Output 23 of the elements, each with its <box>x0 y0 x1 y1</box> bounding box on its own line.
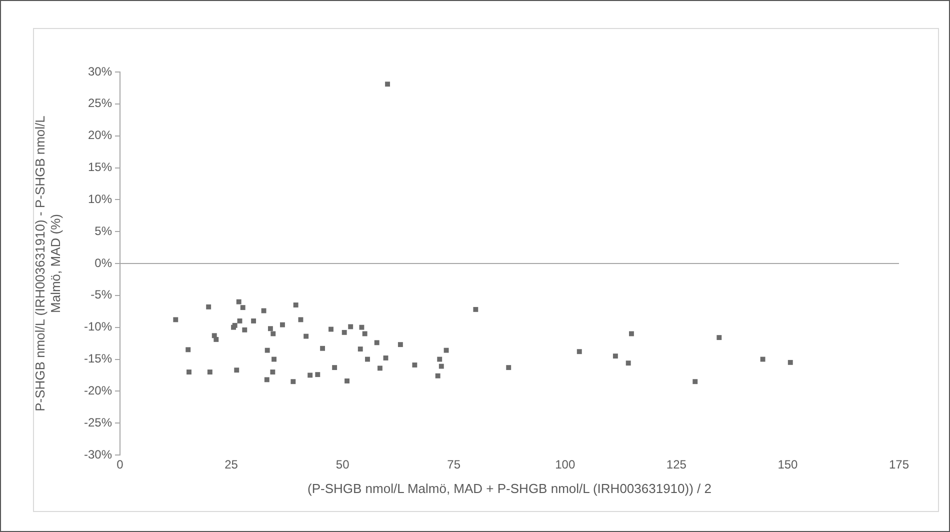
y-tick-label: -20% <box>84 383 112 398</box>
y-tick-label: 0% <box>94 256 112 270</box>
x-axis-title: (P-SHGB nmol/L Malmö, MAD + P-SHGB nmol/L (IRH003631910)) / 2 <box>308 480 712 496</box>
y-tick-label: 25% <box>88 96 112 110</box>
x-tick-label: 150 <box>778 458 798 472</box>
y-tick-label: 5% <box>94 224 112 238</box>
x-tick-label: 125 <box>666 458 687 472</box>
y-tick-label: -5% <box>90 288 112 302</box>
y-tick-label: 30% <box>88 64 112 78</box>
x-tick-label: 75 <box>447 458 461 472</box>
y-tick-label: -30% <box>84 447 112 462</box>
y-tick-label: 20% <box>88 128 112 142</box>
y-tick-label: -10% <box>84 320 112 334</box>
x-tick-label: 50 <box>336 458 350 472</box>
x-tick-label: 25 <box>224 458 238 472</box>
x-tick-label: 175 <box>888 458 910 472</box>
x-tick-label: 100 <box>555 458 576 472</box>
x-tick-label: 0 <box>116 458 124 472</box>
y-tick-label: 10% <box>88 192 112 206</box>
y-tick-label: -15% <box>84 352 112 366</box>
y-tick-label: -25% <box>84 415 112 430</box>
y-tick-label: 15% <box>88 160 112 174</box>
y-axis-title: P-SHGB nmol/L (IRH003631910) - P-SHGB nmol/L Malmö, MAD (%) <box>32 116 63 412</box>
